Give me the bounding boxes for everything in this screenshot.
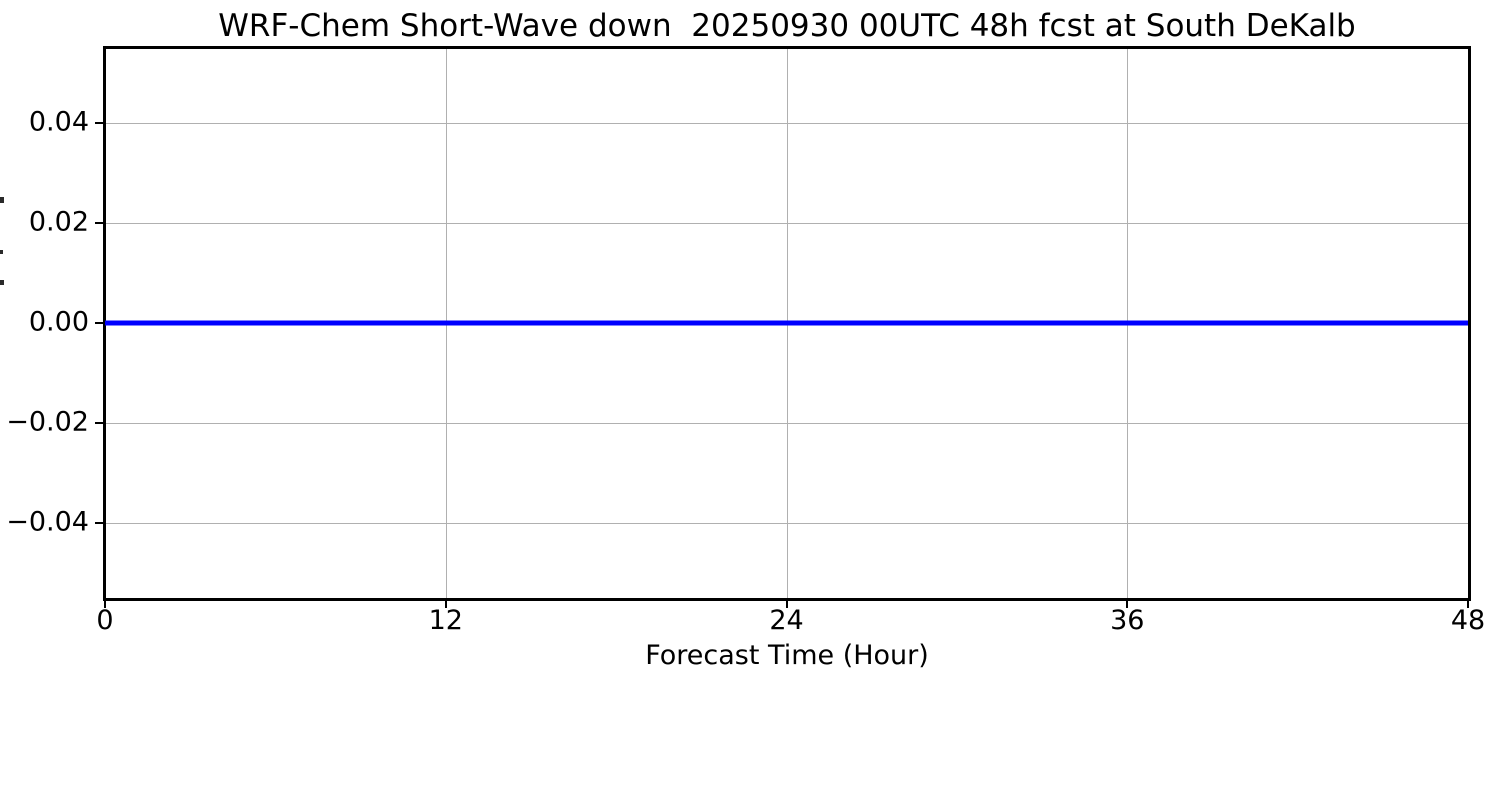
- x-axis-label: Forecast Time (Hour): [645, 640, 929, 671]
- y-tick-label: 0.00: [28, 306, 89, 338]
- x-tick-mark: [1467, 600, 1469, 608]
- series-line-layer: [105, 320, 1468, 326]
- x-tick-mark: [785, 600, 788, 608]
- y-tick-mark: [95, 122, 103, 124]
- x-tick-mark: [1126, 600, 1129, 608]
- x-tick-label: 36: [1110, 605, 1145, 636]
- y-tick-label: −0.02: [6, 406, 89, 438]
- x-tick-mark: [444, 600, 447, 608]
- y-tick-mark: [95, 222, 103, 224]
- horizontal-gridline: [106, 223, 1468, 224]
- ylabel-fragment-mark: [0, 280, 4, 285]
- chart-title: WRF-Chem Short-Wave down 20250930 00UTC …: [218, 8, 1356, 44]
- y-tick-label: −0.04: [6, 506, 89, 538]
- horizontal-gridline: [106, 123, 1468, 124]
- horizontal-gridline: [106, 423, 1468, 424]
- y-tick-label: 0.02: [28, 206, 89, 238]
- x-tick-label: 12: [428, 605, 463, 636]
- x-tick-label: 48: [1450, 605, 1486, 636]
- y-tick-mark: [95, 422, 103, 424]
- ylabel-fragment-mark: [0, 197, 4, 203]
- y-tick-mark: [95, 522, 103, 524]
- y-tick-mark: [95, 322, 103, 324]
- x-tick-mark: [104, 600, 106, 608]
- ylabel-fragment-mark: [0, 250, 3, 254]
- y-tick-label: 0.04: [28, 106, 89, 138]
- horizontal-gridline: [106, 523, 1468, 524]
- x-tick-label: 24: [769, 605, 804, 636]
- x-tick-label: 0: [96, 605, 114, 636]
